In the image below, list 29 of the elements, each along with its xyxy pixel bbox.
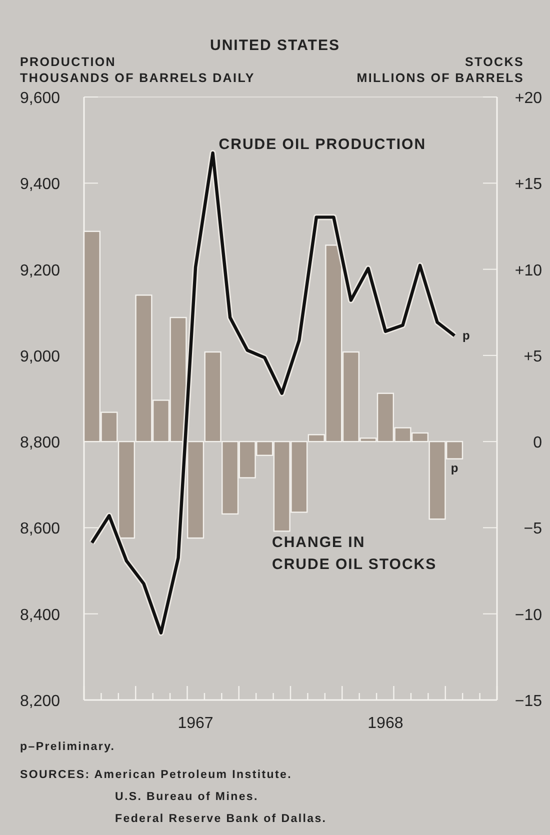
x-tick-label: 1967 [178,715,214,732]
y2-tick-label: 0 [533,434,542,452]
y2-tick-label: +20 [514,90,542,107]
y-tick-label: 8,400 [20,606,60,624]
text: Federal Reserve Bank of Dallas. [115,813,327,825]
y2-tick-label: +5 [524,348,542,366]
y-tick-label: 9,200 [20,262,60,280]
y-tick-label: 9,400 [20,176,60,194]
y-tick-label: 9,600 [20,90,60,107]
y2-tick-label: +10 [514,262,542,280]
y2-tick-label: −5 [524,520,542,538]
y2-tick-label: −10 [514,606,542,624]
y2-tick-label: −15 [514,693,542,710]
y-tick-label: 9,000 [20,348,60,366]
y-axis-title: PRODUCTION THOUSANDS OF BARRELS DAILY [20,55,255,85]
text: p–Preliminary. [20,741,116,753]
series-label: CHANGE IN CRUDE OIL STOCKS [272,534,437,573]
x-tick-label: 1968 [368,715,404,732]
y-tick-label: 8,800 [20,434,60,452]
data-label: p [450,460,458,475]
source-note: SOURCES: American Petroleum Institute. [20,769,292,781]
y-tick-label: 8,600 [20,520,60,538]
y-tick-label: 8,200 [20,693,60,710]
chart-title: UNITED STATES [210,37,340,54]
series-label: CRUDE OIL PRODUCTION [218,136,426,153]
text: U.S. Bureau of Mines. [115,791,258,803]
data-label: p [462,328,470,343]
y2-axis-title: STOCKS MILLIONS OF BARRELS [356,55,524,85]
y2-tick-label: +15 [514,176,542,194]
